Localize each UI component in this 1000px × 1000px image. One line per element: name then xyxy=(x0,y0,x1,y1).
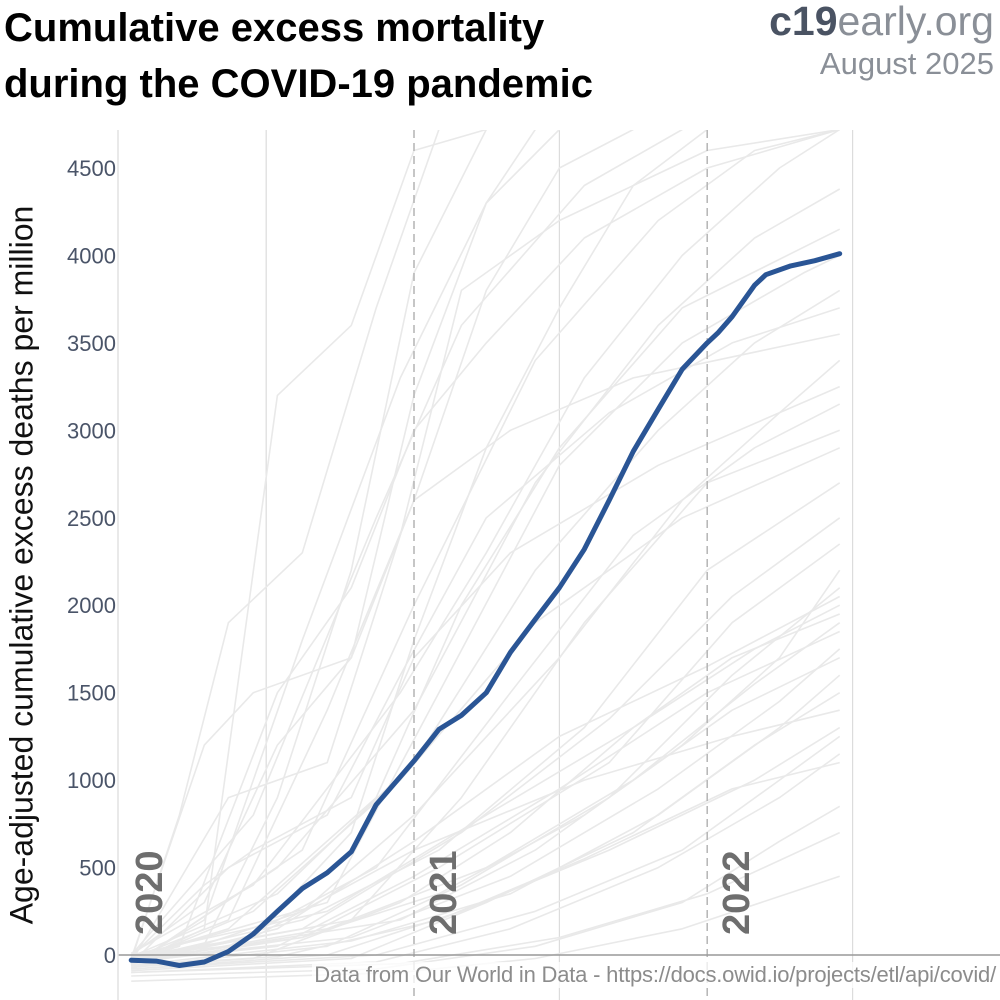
y-tick-label: 3500 xyxy=(67,331,116,356)
y-axis-label: Age-adjusted cumulative excess deaths pe… xyxy=(3,205,40,925)
background-series-line xyxy=(131,630,841,963)
y-tick-label: 4000 xyxy=(67,243,116,268)
year-label: 2022 xyxy=(716,850,758,935)
year-label: 2021 xyxy=(423,850,465,935)
year-label: 2020 xyxy=(129,850,171,935)
y-tick-label: 2000 xyxy=(67,593,116,618)
report-date: August 2025 xyxy=(819,46,994,81)
background-series-line xyxy=(131,726,841,970)
y-tick-label: 4500 xyxy=(67,156,116,181)
background-series-line xyxy=(130,130,440,961)
y-tick-label: 1000 xyxy=(67,768,116,793)
background-series-line xyxy=(131,831,841,974)
background-series-line xyxy=(131,674,841,967)
background-series-line xyxy=(130,130,560,956)
background-series-line xyxy=(130,307,840,965)
background-series-line xyxy=(131,648,841,961)
x-axis xyxy=(117,130,1000,1000)
background-series-line xyxy=(131,761,840,967)
background-series-line xyxy=(131,735,841,970)
background-series-line xyxy=(130,130,487,965)
highlight-series-group xyxy=(128,251,843,968)
vertical-gridlines xyxy=(265,130,854,1000)
y-tick-label: 2500 xyxy=(67,506,116,531)
background-series-group xyxy=(130,130,841,982)
background-series-line xyxy=(130,130,683,956)
background-series-line xyxy=(130,254,841,960)
y-tick-label: 500 xyxy=(79,856,116,881)
background-series-line xyxy=(131,656,841,961)
y-tick-label: 3000 xyxy=(67,418,116,443)
y-axis-ticks: 0 500 1000 1500 2000 2500 3000 3500 4000 4500 xyxy=(67,156,116,968)
background-series-line xyxy=(130,130,536,965)
y-tick-label: 0 xyxy=(104,943,116,968)
background-series-line xyxy=(130,130,841,954)
brand-name-light: early.org xyxy=(837,0,994,44)
source-note: Data from Our World in Data - https://do… xyxy=(312,962,998,988)
background-series-line xyxy=(130,289,841,958)
background-series-line xyxy=(130,130,840,967)
background-series-line xyxy=(131,875,840,982)
background-series-line xyxy=(130,385,841,958)
background-series-line xyxy=(131,622,841,963)
brand-logo-text: c19early.org xyxy=(769,0,994,46)
background-series-line xyxy=(130,130,840,961)
background-series-line xyxy=(130,130,840,963)
chart-title: Cumulative excess mortality during the C… xyxy=(4,6,593,106)
year-dividers xyxy=(413,130,708,1000)
y-tick-label: 1500 xyxy=(67,681,116,706)
highlight-series-line xyxy=(128,251,843,968)
background-series-line xyxy=(131,429,840,961)
background-series-line xyxy=(131,709,840,958)
background-series-line xyxy=(130,447,841,964)
background-series-line xyxy=(130,333,840,959)
year-labels: 2020 2021 2022 xyxy=(129,850,758,935)
brand-block: c19early.org August 2025 xyxy=(769,0,994,82)
brand-name-bold: c19 xyxy=(769,0,838,44)
